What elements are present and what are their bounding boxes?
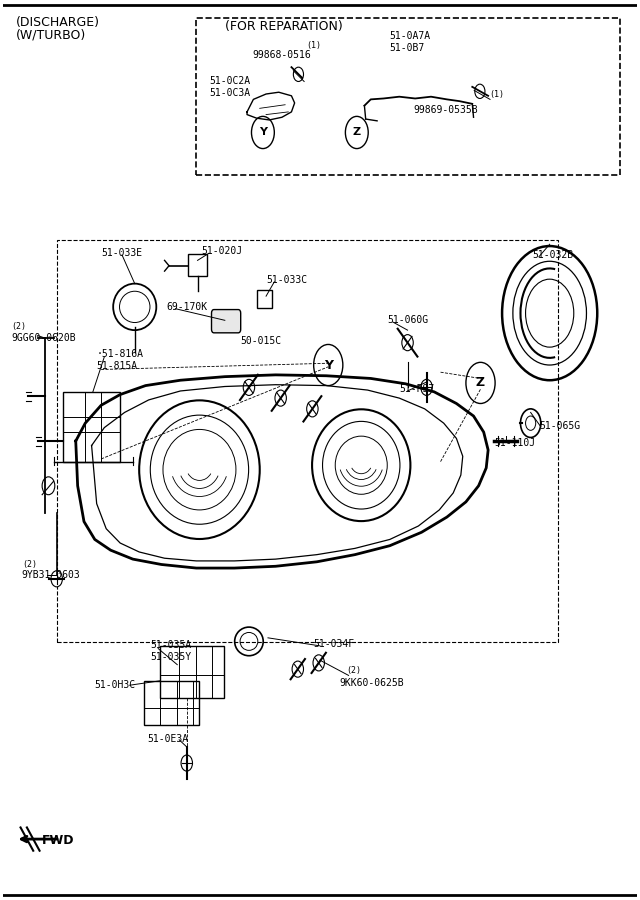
Text: 9KK60-0625B: 9KK60-0625B <box>339 678 404 688</box>
Circle shape <box>243 379 255 395</box>
Bar <box>160 646 223 698</box>
Text: 51-110J: 51-110J <box>495 437 536 448</box>
Text: (W/TURBO): (W/TURBO) <box>15 29 86 41</box>
Text: 51-035A: 51-035A <box>150 640 191 650</box>
Text: 51-0H3C: 51-0H3C <box>95 680 136 690</box>
Text: 9YB31-0603: 9YB31-0603 <box>22 571 81 580</box>
Text: 51-0C3A: 51-0C3A <box>209 88 250 98</box>
Text: Y: Y <box>259 128 267 138</box>
Text: 51-020J: 51-020J <box>202 247 243 256</box>
FancyBboxPatch shape <box>211 310 241 333</box>
Text: 51-060G: 51-060G <box>387 315 428 325</box>
Circle shape <box>313 655 324 670</box>
Text: 51-033C: 51-033C <box>266 275 307 285</box>
Text: 99868-0516: 99868-0516 <box>253 50 311 59</box>
Text: (DISCHARGE): (DISCHARGE) <box>15 16 99 29</box>
Text: 51-PS7: 51-PS7 <box>399 384 435 394</box>
Circle shape <box>307 400 318 417</box>
Text: (1): (1) <box>306 41 321 50</box>
Text: ·51-816A: ·51-816A <box>97 349 143 359</box>
Text: FWD: FWD <box>42 834 75 848</box>
Circle shape <box>402 335 413 351</box>
Circle shape <box>275 390 286 406</box>
Text: 51-065G: 51-065G <box>539 421 580 431</box>
Text: (2): (2) <box>22 560 37 569</box>
Bar <box>257 290 273 308</box>
Text: (2): (2) <box>347 666 362 675</box>
Bar <box>188 254 207 276</box>
Text: (2): (2) <box>11 322 26 331</box>
Text: (1): (1) <box>489 90 504 99</box>
Text: 69-170K: 69-170K <box>166 302 207 312</box>
Text: 99869-0535B: 99869-0535B <box>413 105 478 115</box>
Text: 51-033E: 51-033E <box>101 248 142 258</box>
Bar <box>143 680 200 725</box>
Text: 51-0B7: 51-0B7 <box>390 42 425 52</box>
Text: 51-032B: 51-032B <box>532 250 573 260</box>
Circle shape <box>292 662 303 677</box>
Circle shape <box>475 85 485 98</box>
Text: 51-0A7A: 51-0A7A <box>390 31 431 40</box>
Bar <box>63 392 120 462</box>
Text: 51-035Y: 51-035Y <box>150 652 191 662</box>
Text: Z: Z <box>476 376 485 390</box>
Circle shape <box>181 755 193 771</box>
Circle shape <box>51 571 63 587</box>
Text: Z: Z <box>353 128 361 138</box>
Text: (FOR REPARATION): (FOR REPARATION) <box>225 20 342 32</box>
Text: 51-815A: 51-815A <box>97 361 138 371</box>
Text: Y: Y <box>324 358 333 372</box>
Text: 50-015C: 50-015C <box>241 336 282 346</box>
Text: 51-0C2A: 51-0C2A <box>209 76 250 86</box>
Circle shape <box>421 379 432 395</box>
Text: 51-034F: 51-034F <box>314 639 355 649</box>
Text: 51-0E3A: 51-0E3A <box>147 734 189 744</box>
Text: 9GG60-0620B: 9GG60-0620B <box>11 333 76 343</box>
Circle shape <box>293 68 303 82</box>
